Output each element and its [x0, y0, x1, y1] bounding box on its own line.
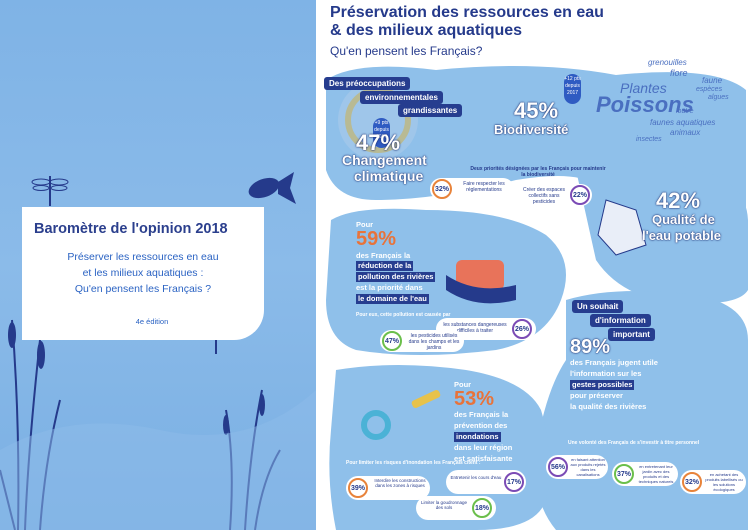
word-cloud-item: faunes aquatiques [650, 118, 716, 127]
invest-percent: 37% [614, 464, 634, 484]
cover-subtitle-line: Préserver les ressources en eau [67, 251, 219, 263]
cause-percent: 26% [512, 319, 532, 339]
word-cloud-item: espèces [696, 86, 723, 93]
information-tag: Un souhait [572, 300, 624, 313]
cause-text: les pesticides utilisés dans les champs … [408, 333, 460, 351]
cover-subtitle-line: et les milieux aquatiques : [82, 267, 204, 279]
climate-increase-badge: +9 pts depuis 2017 [373, 118, 390, 148]
information-tag: d'information [590, 314, 651, 327]
flood-text: prévention des [454, 421, 508, 430]
infographic-title: Préservation des ressources en eau [330, 4, 604, 21]
invest-intro: Une volonté des Français de s'investir à… [568, 440, 700, 446]
biodiversity-label: Biodiversité [494, 122, 569, 137]
information-text: pour préserver [570, 391, 623, 400]
word-cloud-item: flore [670, 68, 688, 78]
flood-lead: Pour [454, 380, 472, 389]
pollution-text: est la priorité dans [356, 283, 423, 292]
cause-text: les substances dangereuses difficiles à … [443, 322, 507, 334]
infographic-question: Qu'en pensent les Français? [330, 44, 483, 58]
concerns-tag: Des préoccupations [324, 77, 411, 90]
information-text: la qualité des rivières [570, 402, 647, 411]
climate-label: Changement [342, 152, 427, 168]
pollution-percent: 59% [356, 228, 397, 250]
biodiversity-percent: 45% [514, 98, 559, 123]
pollution-text: le domaine de l'eau [356, 294, 429, 304]
invest-text: en entretenant leur jardin avec des prod… [638, 464, 674, 484]
invest-text: en faisant attention aux produits rejeté… [570, 457, 606, 477]
infographic-title: & des milieux aquatiques [330, 22, 523, 39]
limit-text: Interdire les constructions dans les zon… [374, 478, 426, 488]
flood-text: des Français la [454, 410, 509, 419]
climate-label: climatique [354, 168, 424, 184]
water-quality-percent: 42% [656, 188, 701, 213]
invest-percent: 56% [548, 457, 568, 477]
word-cloud-item: algues [708, 94, 729, 101]
cover-title: Baromètre de l'opinion 2018 [34, 221, 228, 237]
limit-percent: 18% [472, 498, 492, 518]
word-cloud-item: Plantes [620, 80, 667, 96]
priority-card [430, 178, 514, 200]
water-quality-label: Qualité de [652, 212, 715, 227]
information-percent: 89% [570, 336, 611, 358]
pollution-text: des Français la [356, 251, 411, 260]
cover-edition: 4e édition [135, 317, 169, 326]
limit-percent: 39% [348, 478, 368, 498]
pollution-lead: Pour [356, 220, 374, 229]
word-cloud-item: grenouilles [648, 58, 687, 67]
water-quality-label: l'eau potable [642, 228, 721, 243]
information-text: des Français jugent utile [570, 358, 658, 367]
information-text: gestes possibles [570, 380, 635, 390]
dragonfly-icon [31, 176, 69, 206]
word-cloud-item: Poissons [596, 92, 694, 117]
cause-percent: 47% [382, 331, 402, 351]
climate-percent: 47% [356, 130, 401, 155]
information-text: l'information sur les [570, 369, 642, 378]
priority-text: Faire respecter les réglementations [463, 181, 505, 193]
cover-page: Baromètre de l'opinion 2018 Préserver le… [0, 0, 316, 530]
pollution-cause-intro: Pour eux, cette pollution est causée par [356, 312, 451, 318]
flood-limit-intro: Pour limiter les risques d'inondation le… [346, 460, 481, 466]
climate-delta: +9 pts depuis 2017 [374, 120, 389, 140]
invest-percent: 32% [682, 472, 702, 492]
priority-percent: 32% [432, 179, 452, 199]
biodiversity-increase-badge: +12 pts depuis 2017 [564, 74, 581, 104]
pollution-text: pollution des rivières [356, 272, 436, 282]
fish-icon [248, 172, 296, 204]
concerns-tag: grandissantes [398, 104, 463, 117]
infographic-page: Préservation des ressources en eau & des… [316, 0, 750, 530]
information-tag: important [608, 328, 655, 341]
limit-text: Entretenir les cours d'eau [450, 475, 502, 480]
cover-subtitle-line: Qu'en pensent les Français ? [74, 283, 212, 295]
word-cloud-item: faune [702, 76, 723, 85]
concerns-tag: environnementales [360, 91, 443, 104]
limit-text: Limiter la goudronnage des sols [420, 500, 468, 510]
word-cloud-item: loutre [676, 108, 694, 115]
cause-card [380, 330, 464, 352]
invest-text: en achetant des produits labellisés ou l… [705, 472, 743, 492]
biodiversity-delta: +12 pts depuis 2017 [564, 76, 581, 96]
flood-text: inondations [454, 432, 501, 442]
reeds-illustration [0, 319, 316, 530]
limit-percent: 17% [504, 472, 524, 492]
pollution-text: réduction de la [356, 261, 414, 271]
cover-title-card: Baromètre de l'opinion 2018 Préserver le… [22, 207, 264, 340]
priority-intro: Deux priorités désignées par les Françai… [470, 166, 606, 178]
flood-percent: 53% [454, 388, 495, 410]
priority-percent: 22% [570, 185, 590, 205]
word-cloud-item: insectes [636, 136, 662, 143]
flood-text: est satisfaisante [454, 454, 513, 463]
word-cloud-item: animaux [670, 128, 701, 137]
priority-text: Créer des espaces collectifs sans pestic… [523, 187, 565, 205]
flood-text: dans leur région [454, 443, 513, 452]
